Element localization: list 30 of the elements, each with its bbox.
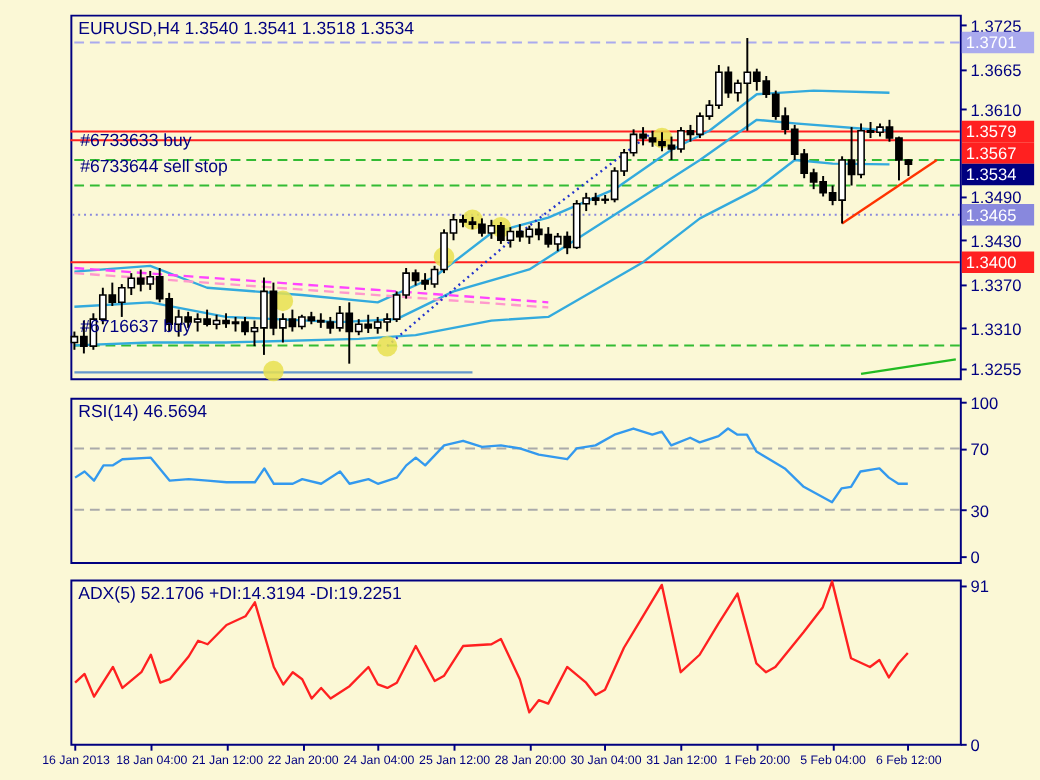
ref-line-label: 1.3400 (965, 252, 1018, 273)
chart-title: ADX(5) 52.1706 +DI:14.3194 -DI:19.2251 (78, 583, 403, 604)
y-tick-label: 1.3665 (970, 59, 1023, 80)
y-tick-label: 30 (970, 500, 990, 521)
chart-title: RSI(14) 46.5694 (78, 401, 208, 422)
line-series (73, 427, 909, 504)
text: 1.3534 (965, 164, 1018, 185)
y-tick-label: 70 (970, 439, 990, 460)
point (263, 360, 284, 382)
ref-line-label: 1.3465 (965, 204, 1018, 225)
point (376, 335, 398, 357)
y-tick-label: 0 (970, 546, 981, 567)
y-tick-label: 1.3490 (970, 187, 1023, 208)
line-series (73, 89, 891, 304)
y-tick-label: 1.3255 (970, 358, 1023, 379)
ref-line-label: 1.3579 (965, 121, 1018, 142)
line-series (73, 158, 891, 347)
y-tick-label: 1.3725 (970, 15, 1023, 36)
ref-line-label: 1.3701 (965, 32, 1018, 53)
y-tick-label: 1.3310 (970, 318, 1023, 339)
y-tick-label: 1.3430 (970, 231, 1023, 252)
y-tick-label: 1.3610 (970, 99, 1023, 120)
y-tick-label: 91 (970, 575, 990, 596)
y-tick-label: 0 (970, 734, 981, 755)
annotation: #6733644 sell stop (80, 155, 228, 176)
chart-title: EURUSD,H4 1.3540 1.3541 1.3518 1.3534 (78, 18, 415, 39)
y-tick-label: 1.3370 (970, 274, 1023, 295)
y-tick-label: 100 (970, 393, 1000, 414)
line-series (73, 580, 909, 714)
ref-line-label: 1.3567 (965, 142, 1018, 163)
